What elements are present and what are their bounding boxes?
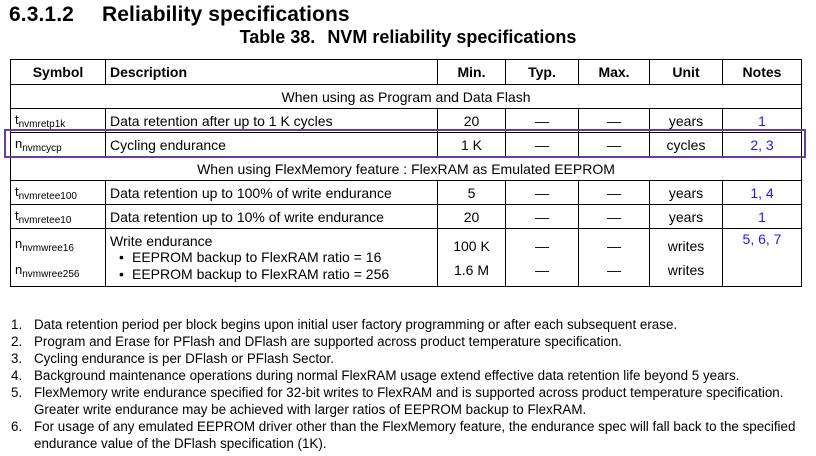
description-cell: Cycling endurance (105, 132, 438, 157)
typ-cell: — (505, 180, 579, 205)
typ-cell: — (505, 108, 579, 133)
table-row-write-endurance: nnvmwree16 nnvmwree256 Write endurance E… (10, 228, 802, 287)
symbol-cell: tnvmretee100 (10, 180, 106, 205)
table-header-row: Symbol Description Min. Typ. Max. Unit N… (10, 59, 802, 85)
symbol-cell: tnvmretp1k (10, 108, 106, 133)
description-cell: Data retention after up to 1 K cycles (105, 108, 438, 133)
description-cell: Write endurance EEPROM backup to FlexRAM… (105, 228, 438, 287)
notes-link[interactable]: 2, 3 (722, 132, 802, 157)
footnote: 4. Background maintenance operations duri… (11, 368, 740, 383)
unit-cell: years (649, 180, 723, 205)
symbol-cell: nnvmcycp (10, 132, 106, 157)
section-row-title: When using as Program and Data Flash (10, 84, 802, 109)
header-notes: Notes (722, 59, 802, 85)
description-cell: Data retention up to 10% of write endura… (105, 204, 438, 229)
footnotes-list: 1. Data retention period per block begins… (11, 316, 811, 452)
max-cell: — (578, 204, 650, 229)
section-number: 6.3.1.2 (9, 3, 74, 26)
min-cell: 100 K 1.6 M (437, 228, 506, 287)
typ-cell: — — (505, 228, 579, 287)
min-cell: 1 K (437, 132, 506, 157)
notes-link[interactable]: 1 (722, 204, 802, 229)
min-cell: 20 (437, 204, 506, 229)
unit-cell: years (649, 108, 723, 133)
header-symbol: Symbol (10, 59, 106, 85)
typ-cell: — (505, 132, 579, 157)
min-cell: 20 (437, 108, 506, 133)
header-description: Description (105, 59, 438, 85)
footnote: 6. For usage of any emulated EEPROM drive… (11, 419, 796, 451)
unit-cell: cycles (649, 132, 723, 157)
section-row: When using as Program and Data Flash (10, 84, 802, 109)
table-row: tnvmretee100 Data retention up to 100% o… (10, 180, 802, 205)
footnote: 5. FlexMemory write endurance specified f… (11, 385, 784, 417)
notes-link[interactable]: 5, 6, 7 (722, 228, 802, 287)
footnote: 1. Data retention period per block begins… (11, 317, 678, 332)
table-caption: Table 38. NVM reliability specifications (0, 27, 816, 48)
table-row: tnvmretp1k Data retention after up to 1 … (10, 108, 802, 133)
list-item: EEPROM backup to FlexRAM ratio = 256 (119, 266, 433, 283)
max-cell: — (578, 132, 650, 157)
table-row: nnvmcycp Cycling endurance 1 K — — cycle… (10, 132, 802, 157)
max-cell: — (578, 108, 650, 133)
write-endurance-label: Write endurance (110, 232, 213, 249)
symbol-cell: tnvmretee10 (10, 204, 106, 229)
reliability-table: Symbol Description Min. Typ. Max. Unit N… (10, 59, 802, 287)
table-caption-label: Table 38. (239, 27, 316, 47)
max-cell: — (578, 180, 650, 205)
header-min: Min. (437, 59, 506, 85)
table-row: tnvmretee10 Data retention up to 10% of … (10, 204, 802, 229)
footnote: 2. Program and Erase for PFlash and DFlas… (11, 334, 622, 349)
section-heading: 6.3.1.2 Reliability specifications (9, 3, 350, 27)
footnote: 3. Cycling endurance is per DFlash or PFl… (11, 351, 334, 366)
list-item: EEPROM backup to FlexRAM ratio = 16 (119, 249, 433, 266)
typ-cell: — (505, 204, 579, 229)
min-cell: 5 (437, 180, 506, 205)
unit-cell: years (649, 204, 723, 229)
header-typ: Typ. (505, 59, 579, 85)
unit-cell: writes writes (649, 228, 723, 287)
ratio-list: EEPROM backup to FlexRAM ratio = 16 EEPR… (110, 249, 433, 283)
section-row-title: When using FlexMemory feature : FlexRAM … (10, 156, 802, 181)
notes-link[interactable]: 1 (722, 108, 802, 133)
section-title: Reliability specifications (102, 3, 350, 26)
header-unit: Unit (649, 59, 723, 85)
notes-link[interactable]: 1, 4 (722, 180, 802, 205)
max-cell: — — (578, 228, 650, 287)
table-caption-title: NVM reliability specifications (327, 27, 577, 47)
section-row: When using FlexMemory feature : FlexRAM … (10, 156, 802, 181)
symbol-cell: nnvmwree16 nnvmwree256 (10, 228, 106, 287)
description-cell: Data retention up to 100% of write endur… (105, 180, 438, 205)
header-max: Max. (578, 59, 650, 85)
